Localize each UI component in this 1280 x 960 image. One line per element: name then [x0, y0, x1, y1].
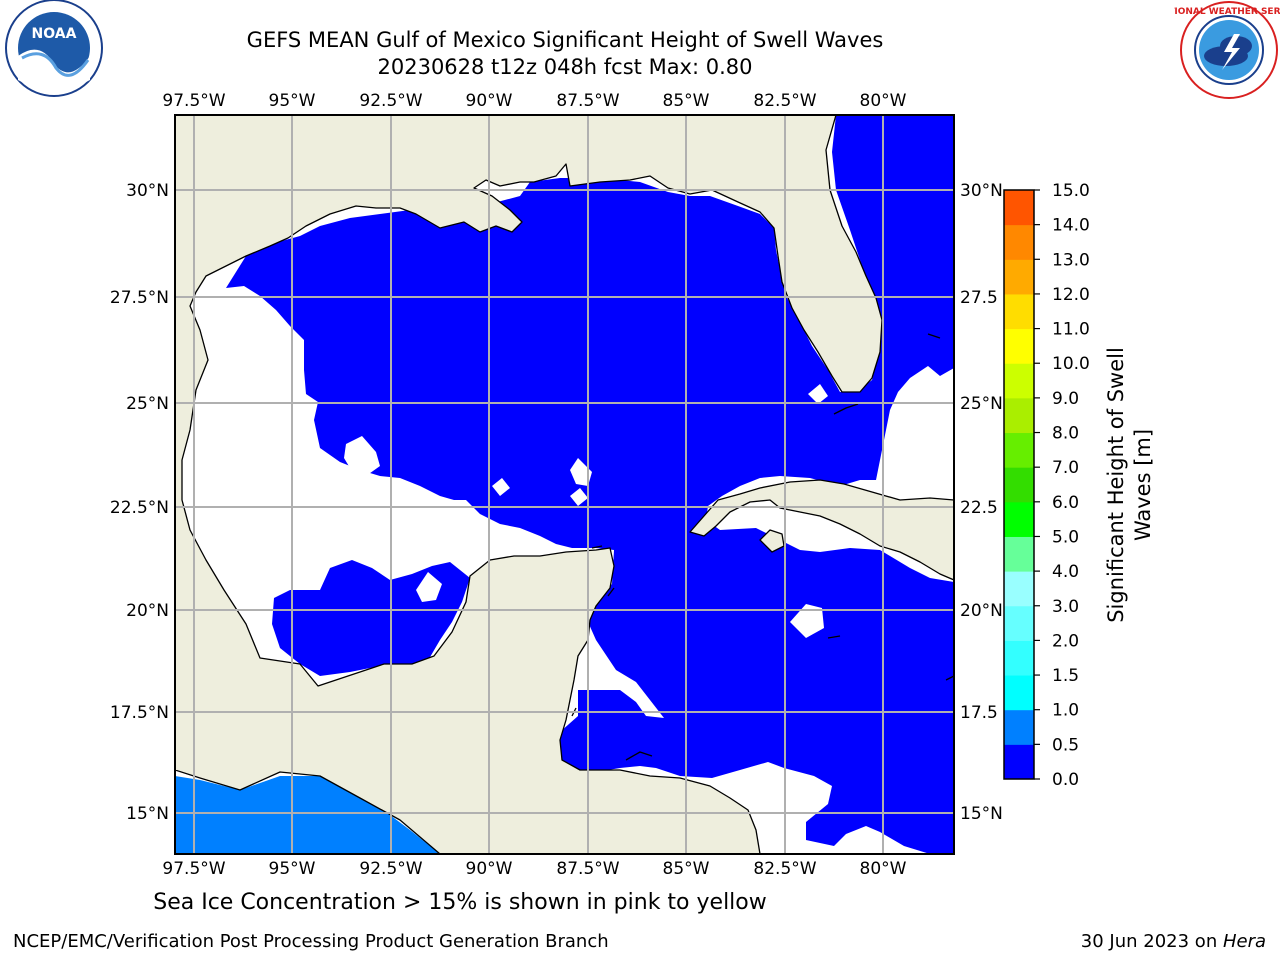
lon-label: 87.5°W	[556, 859, 619, 879]
colorbar-swatch	[1004, 397, 1034, 434]
footer-host: Hera	[1222, 931, 1266, 952]
footer-date-text: 30 Jun 2023 on	[1080, 931, 1223, 952]
footer-branch: NCEP/EMC/Verification Post Processing Pr…	[13, 931, 609, 952]
colorbar-label-line1: Significant Height of Swell	[1104, 347, 1128, 623]
colorbar-swatch	[1004, 744, 1034, 780]
lon-label: 92.5°W	[359, 859, 422, 879]
colorbar-tick-label: 4.0	[1052, 562, 1079, 582]
lat-label: 25°N	[126, 394, 169, 414]
sea-ice-note-text: Sea Ice Concentration > 15% is shown in …	[153, 890, 767, 915]
colorbar-tick-label: 14.0	[1052, 216, 1090, 236]
colorbar-tick-label: 7.0	[1052, 458, 1079, 478]
colorbar-swatch	[1004, 432, 1034, 468]
colorbar-swatch	[1004, 640, 1034, 676]
lon-label: 82.5°W	[753, 91, 816, 111]
lat-label: 17.5	[960, 703, 998, 723]
colorbar: 0.0 0.5 1.0 1.5 2.0 3.0 4.0 5.0 6.0 7.0 8.0 9.0 10.0…	[1003, 181, 1090, 790]
lon-label: 97.5°W	[162, 859, 225, 879]
lon-label: 95°W	[269, 859, 316, 879]
lon-label: 85°W	[663, 859, 710, 879]
lat-labels-right: 30°N 27.5 25°N 22.5 20°N 17.5 15°N	[960, 181, 1003, 824]
swell-field-pacific	[175, 776, 440, 854]
colorbar-tick-label: 0.0	[1052, 770, 1079, 790]
lon-label: 85°W	[663, 91, 710, 111]
colorbar-swatch	[1004, 190, 1034, 226]
lon-label: 80°W	[860, 91, 907, 111]
colorbar-swatch	[1004, 536, 1034, 572]
lat-label: 25°N	[960, 394, 1003, 414]
lat-labels-left: 30°N 27.5°N 25°N 22.5°N 20°N 17.5°N 15°N	[110, 181, 169, 824]
colorbar-tick-label: 5.0	[1052, 527, 1079, 547]
footer-date: 30 Jun 2023 on Hera	[1081, 931, 1266, 952]
lon-labels-top: 97.5°W 95°W 92.5°W 90°W 87.5°W 85°W 82.5…	[162, 91, 906, 111]
lat-label: 15°N	[960, 804, 1003, 824]
lon-label: 90°W	[466, 859, 513, 879]
lat-label: 22.5°N	[110, 498, 169, 518]
colorbar-tick-label: 1.0	[1052, 701, 1079, 721]
colorbar-swatch	[1004, 467, 1034, 503]
colorbar-swatch	[1004, 501, 1034, 537]
colorbar-tick-label: 15.0	[1052, 181, 1090, 201]
colorbar-tick-label: 10.0	[1052, 354, 1090, 374]
colorbar-tick-label: 3.0	[1052, 597, 1079, 617]
lat-label: 27.5°N	[110, 288, 169, 308]
colorbar-swatch	[1004, 224, 1034, 260]
colorbar-tick-label: 0.5	[1052, 735, 1079, 755]
lon-label: 92.5°W	[359, 91, 422, 111]
colorbar-swatch	[1004, 709, 1034, 745]
lon-labels-bottom: 97.5°W 95°W 92.5°W 90°W 87.5°W 85°W 82.5…	[162, 859, 906, 879]
colorbar-tick-label: 6.0	[1052, 493, 1079, 513]
colorbar-tick-label: 8.0	[1052, 424, 1079, 444]
colorbar-tick-label: 2.0	[1052, 631, 1079, 651]
sea-ice-note: Sea Ice Concentration > 15% is shown in …	[0, 890, 1280, 915]
lat-label: 27.5	[960, 288, 998, 308]
colorbar-tick-label: 9.0	[1052, 389, 1079, 409]
colorbar-label: Significant Height of Swell Waves [m]	[1104, 347, 1155, 623]
map-subtitle: 20230628 t12z 048h fcst Max: 0.80	[377, 55, 753, 79]
lat-label: 17.5°N	[110, 703, 169, 723]
colorbar-frame	[1003, 189, 1035, 780]
lon-label: 97.5°W	[162, 91, 225, 111]
lat-label: 20°N	[126, 601, 169, 621]
colorbar-label-line2: Waves [m]	[1131, 429, 1155, 541]
colorbar-swatch	[1004, 571, 1034, 607]
svg-text:NATIONAL WEATHER SERVICE: NATIONAL WEATHER SERVICE	[1174, 7, 1280, 17]
colorbar-tick-label: 13.0	[1052, 250, 1090, 270]
lon-label: 90°W	[466, 91, 513, 111]
noaa-logo: NOAA	[5, 0, 103, 97]
colorbar-swatch	[1004, 605, 1034, 641]
colorbar-swatch	[1004, 363, 1034, 399]
lon-label: 82.5°W	[753, 859, 816, 879]
colorbar-swatch	[1004, 293, 1034, 330]
lon-label: 95°W	[269, 91, 316, 111]
colorbar-swatch	[1004, 675, 1034, 711]
map-frame	[174, 114, 955, 855]
lat-label: 22.5	[960, 498, 998, 518]
land-cuba	[689, 479, 954, 581]
graticule	[175, 115, 954, 854]
colorbar-tick-label: 12.0	[1052, 285, 1090, 305]
swell-field-low	[226, 115, 954, 854]
map-title: GEFS MEAN Gulf of Mexico Significant Hei…	[246, 28, 884, 52]
lon-label: 87.5°W	[556, 91, 619, 111]
colorbar-swatch	[1004, 328, 1034, 364]
nws-logo: NATIONAL WEATHER SERVICE	[1174, 1, 1280, 99]
lat-label: 30°N	[126, 181, 169, 201]
lat-label: 15°N	[126, 804, 169, 824]
lat-label: 30°N	[960, 181, 1003, 201]
colorbar-tick-label: 1.5	[1052, 666, 1079, 686]
colorbar-tick-label: 11.0	[1052, 320, 1090, 340]
colorbar-swatch	[1004, 259, 1034, 295]
lat-label: 20°N	[960, 601, 1003, 621]
lon-label: 80°W	[860, 859, 907, 879]
noaa-logo-text: NOAA	[32, 26, 77, 42]
